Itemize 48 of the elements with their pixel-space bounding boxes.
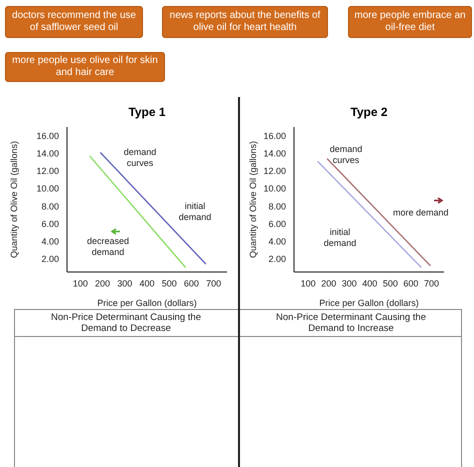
x-tick-label: 600 bbox=[184, 278, 199, 288]
y-tick-label: 12.00 bbox=[263, 166, 286, 176]
y-tick-label: 10.00 bbox=[36, 184, 59, 194]
x-tick-label: 500 bbox=[162, 278, 177, 288]
x-tick-label: 300 bbox=[342, 278, 357, 288]
annotation: more demand bbox=[393, 208, 449, 218]
y-tick-label: 16.00 bbox=[36, 130, 59, 141]
x-tick-label: 100 bbox=[72, 278, 88, 288]
annotation: demand curves bbox=[122, 147, 158, 169]
x-tick-label: 500 bbox=[382, 278, 398, 288]
x-tick-label: 100 bbox=[300, 278, 316, 288]
x-tick-label: 300 bbox=[117, 278, 132, 288]
text: more people use olive oil for skin and hair care bbox=[5, 52, 165, 82]
y-tick-label: 14.00 bbox=[36, 148, 59, 159]
x-tick-label: 400 bbox=[362, 278, 378, 288]
x-axis-title: Price per Gallon (dollars) bbox=[97, 298, 197, 308]
x-tick-label: 700 bbox=[424, 278, 439, 288]
annotation: initial demand bbox=[178, 201, 212, 223]
y-axis-title: Quantity of Olive Oil (gallons) bbox=[9, 140, 20, 258]
annotation: demand curves bbox=[328, 144, 364, 166]
annotation: decreased demand bbox=[86, 236, 130, 258]
y-tick-label: 6.00 bbox=[41, 218, 59, 229]
x-tick-label: 200 bbox=[321, 278, 336, 288]
y-tick-label: 4.00 bbox=[41, 236, 59, 246]
text: news reports about the benefits of olive oil for heart health bbox=[162, 6, 328, 38]
annotation: initial demand bbox=[322, 227, 358, 249]
text: doctors recommend the use of safflower seed oil bbox=[5, 6, 143, 38]
x-tick-label: 700 bbox=[206, 278, 222, 288]
y-tick-label: 8.00 bbox=[268, 201, 286, 212]
y-tick-label: 10.00 bbox=[263, 184, 286, 194]
y-tick-label: 12.00 bbox=[36, 166, 59, 176]
y-axis-title: Quantity of Olive Oil (gallons) bbox=[248, 140, 258, 258]
y-tick-label: 2.00 bbox=[41, 254, 59, 264]
text: Non-Price Determinant Causing the Demand to Decrease bbox=[50, 311, 202, 336]
chart-title: Type 1 bbox=[127, 105, 167, 119]
x-tick-label: 200 bbox=[95, 278, 110, 288]
y-tick-label: 2.00 bbox=[268, 254, 286, 264]
x-tick-label: 400 bbox=[139, 278, 155, 288]
text: Non-Price Determinant Causing the Demand to Increase bbox=[275, 311, 427, 336]
y-tick-label: 14.00 bbox=[263, 148, 286, 159]
x-axis-title: Price per Gallon (dollars) bbox=[319, 298, 419, 308]
y-tick-label: 16.00 bbox=[263, 130, 286, 141]
y-tick-label: 4.00 bbox=[268, 236, 286, 246]
chart-title: Type 2 bbox=[349, 105, 389, 119]
text: more people embrace an oil-free diet bbox=[348, 6, 472, 38]
y-tick-label: 6.00 bbox=[268, 218, 286, 229]
y-tick-label: 8.00 bbox=[41, 201, 59, 212]
x-tick-label: 600 bbox=[403, 278, 418, 288]
